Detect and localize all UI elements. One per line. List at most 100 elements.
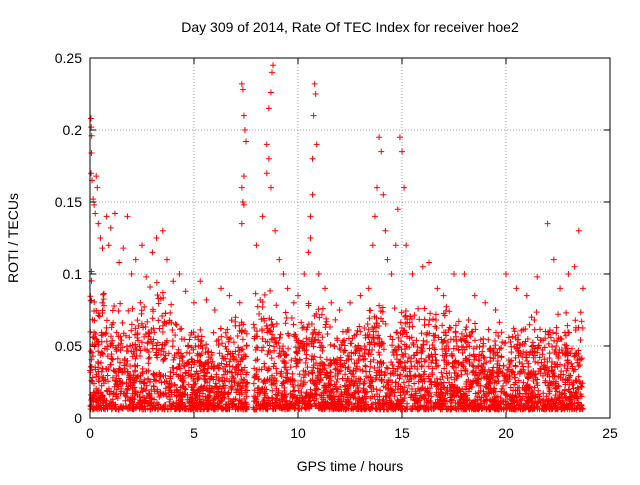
data-point [412,388,419,395]
data-point [93,385,100,392]
data-point [524,357,531,364]
data-point [438,369,445,376]
data-point [153,279,160,286]
data-point [158,345,165,352]
data-point [431,379,438,386]
data-point [208,349,215,356]
data-point [510,325,517,332]
data-point [440,338,447,345]
data-point [508,357,515,364]
data-point [210,397,217,404]
data-point [327,357,334,364]
data-point [566,395,573,402]
data-point [251,387,258,394]
data-point [268,355,275,362]
data-point [276,350,283,357]
data-point [324,392,331,399]
data-point [141,333,148,340]
data-point [228,317,235,324]
data-point [88,150,95,157]
data-point [179,377,186,384]
data-point [571,353,578,360]
data-point [421,358,428,365]
data-point [332,401,339,408]
data-point [116,259,123,266]
data-point [496,346,503,353]
data-point [490,345,497,352]
data-point [186,336,193,343]
data-point [380,346,387,353]
data-point [301,347,308,354]
data-point [520,379,527,386]
data-point [306,404,313,411]
data-point [262,338,269,345]
data-point [392,368,399,375]
data-point [296,405,303,412]
data-point [310,329,317,336]
data-point [466,385,473,392]
data-point [461,337,468,344]
data-point [446,369,453,376]
data-point [411,312,418,319]
data-point [515,336,522,343]
data-point [559,350,566,357]
data-point [346,379,353,386]
data-point [505,334,512,341]
data-point [175,349,182,356]
data-point [466,359,473,366]
data-point [400,353,407,360]
data-point [404,333,411,340]
data-point [304,364,311,371]
data-point [428,359,435,366]
data-point [170,356,177,363]
data-point [485,336,492,343]
data-point [216,377,223,384]
data-point [491,406,498,413]
data-point [366,307,373,314]
data-point [334,355,341,362]
data-point [452,333,459,340]
data-point [327,323,334,330]
data-point [455,361,462,368]
data-point [159,329,166,336]
data-point [140,324,147,331]
data-point [125,307,132,314]
data-point [272,399,279,406]
data-point [108,340,115,347]
data-point [536,365,543,372]
x-tick-label: 0 [86,425,94,441]
data-point [95,364,102,371]
data-point [111,303,118,310]
data-point [431,332,438,339]
data-point [106,391,113,398]
data-point [459,385,466,392]
data-point [190,404,197,411]
data-point [369,405,376,412]
data-point [458,344,465,351]
data-point [551,337,558,344]
data-point [132,375,139,382]
data-point [119,379,126,386]
data-point [572,317,579,324]
data-point [437,405,444,412]
data-point [223,334,230,341]
data-point [160,390,167,397]
data-point [545,398,552,405]
data-point [498,329,505,336]
data-point [133,346,140,353]
data-point [240,401,247,408]
data-point [357,292,364,299]
data-point [251,324,258,331]
data-point [394,206,401,213]
data-point [540,390,547,397]
data-point [144,318,151,325]
data-point [194,375,201,382]
data-point [398,338,405,345]
data-point [100,290,107,297]
data-point [391,305,398,312]
data-point [577,393,584,400]
data-point [135,399,142,406]
data-point [294,400,301,407]
data-point [191,359,198,366]
data-point [522,338,529,345]
